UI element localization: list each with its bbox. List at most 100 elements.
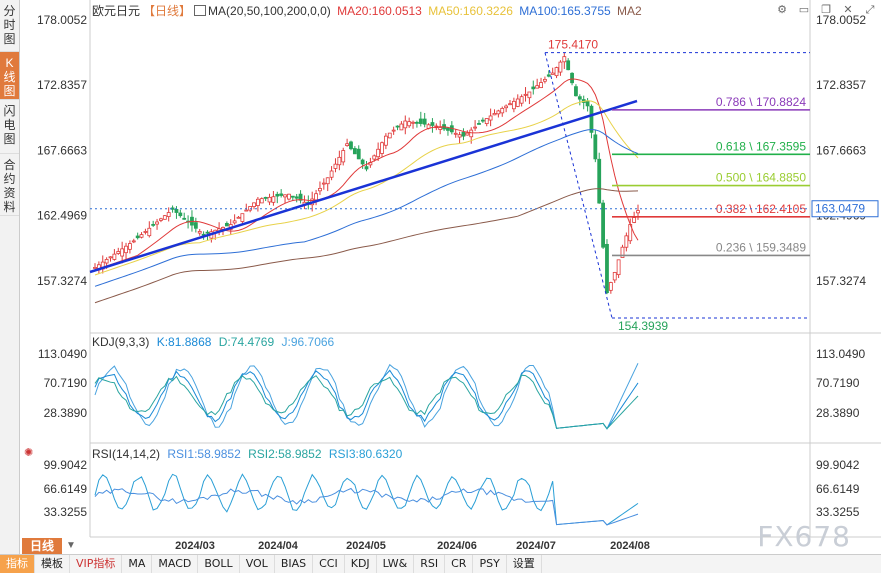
period-button[interactable]: 日线 (22, 538, 62, 554)
kdj-tick-left: 113.0490 (38, 347, 87, 361)
indicator-tab[interactable]: VOL (240, 555, 275, 573)
high-price-label: 175.4170 (548, 38, 598, 52)
candle-body (337, 156, 342, 166)
current-price-label: 163.0479 (815, 202, 865, 216)
indicator-tab[interactable]: VIP指标 (70, 555, 123, 573)
candle-body (360, 159, 365, 165)
x-tick-label: 2024/08 (610, 540, 650, 552)
ma200-line (94, 188, 639, 304)
candle-body (259, 198, 264, 204)
indicator-tab[interactable]: BIAS (275, 555, 314, 573)
candle-body (380, 142, 384, 154)
candle-body (523, 93, 528, 96)
candle-body (500, 107, 505, 114)
kdj-tick-right: 70.7190 (816, 376, 860, 390)
candle-body (535, 85, 540, 89)
candle-body (93, 266, 97, 269)
chevron-down-icon[interactable]: ▼ (66, 540, 76, 551)
rsi-tick-right: 99.9042 (816, 458, 860, 472)
x-tick-label: 2024/03 (175, 540, 215, 552)
tab-contract-info[interactable]: 合约资料 (0, 154, 19, 216)
indicator-tab[interactable]: 指标 (0, 555, 35, 573)
candle-body (143, 231, 148, 233)
candle-body (597, 158, 602, 204)
y-tick-label-right: 157.3274 (816, 274, 866, 288)
window-toolbar: ⚙ ▭ ❐ ✕ ⤢ (771, 0, 881, 20)
candle-body (585, 100, 590, 107)
candle-body (318, 188, 322, 192)
candle-body (527, 91, 532, 99)
candle-body (477, 123, 481, 125)
fib-level-label: 0.786 \ 170.8824 (716, 95, 806, 109)
candle-body (271, 196, 276, 203)
candle-body (415, 121, 419, 124)
candle-body (480, 119, 485, 122)
candle-body (112, 253, 117, 260)
candle-body (624, 235, 629, 248)
indicator-tab[interactable]: 模板 (35, 555, 70, 573)
tab-time-share[interactable]: 分时图 (0, 0, 19, 52)
candle-body (554, 67, 559, 77)
symbol-name: 欧元日元 (92, 4, 141, 18)
candle-body (473, 126, 478, 129)
indicator-tabbar: 指标 模板 VIP指标 MA MACD BOLL VOL BIAS CCI KDJ LW& RSI CR… (0, 554, 881, 573)
tab-time-share-label: 分时图 (3, 4, 16, 46)
restore-icon[interactable]: ❐ (821, 4, 831, 16)
candle-body (128, 243, 132, 250)
candle-body (244, 209, 249, 212)
indicator-tab[interactable]: LW& (377, 555, 415, 573)
fib-diagonal (544, 52, 613, 319)
y-tick-label-right: 167.6663 (816, 143, 866, 157)
candle-body (275, 193, 280, 197)
ma50-line (94, 100, 639, 276)
candle-body (550, 72, 555, 75)
indicator-tab[interactable]: RSI (414, 555, 446, 573)
indicator-tab[interactable]: CCI (313, 555, 345, 573)
settings-icon[interactable]: ⚙ (777, 4, 787, 16)
y-tick-label-left: 178.0052 (37, 13, 87, 27)
candle-body (236, 216, 241, 219)
candle-body (352, 148, 357, 155)
candle-body (492, 113, 497, 116)
candle-body (283, 194, 287, 198)
candle-body (120, 248, 125, 257)
candle-body (252, 202, 256, 207)
close-icon[interactable]: ✕ (843, 4, 853, 16)
indicator-tab[interactable]: 设置 (507, 555, 542, 573)
candle-body (438, 127, 443, 130)
candle-body (131, 240, 136, 243)
candle-body (562, 56, 567, 63)
candle-body (139, 234, 144, 238)
kdj-tick-left: 70.7190 (44, 376, 88, 390)
ma-icon[interactable] (194, 5, 207, 16)
tab-contract-info-label: 合约资料 (3, 158, 16, 214)
indicator-tab[interactable]: MACD (152, 555, 199, 573)
sun-icon[interactable]: ✺ (24, 447, 34, 459)
main-legend: 欧元日元 【日线】 MA(20,50,100,200,0,0) MA20:160.0… (92, 2, 645, 19)
indicator-tab[interactable]: BOLL (198, 555, 240, 573)
candle-body (232, 220, 237, 224)
fib-level-label: 0.500 \ 164.8850 (716, 171, 806, 185)
candle-body (504, 105, 509, 109)
x-tick-label: 2024/05 (346, 540, 386, 552)
indicator-tab[interactable]: KDJ (345, 555, 377, 573)
y-tick-label-left: 172.8357 (37, 78, 87, 92)
rsi1-value: RSI1:58.9852 (167, 447, 241, 461)
indicator-tab[interactable]: CR (445, 555, 474, 573)
candle-body (453, 132, 458, 135)
indicator-tab[interactable]: MA (122, 555, 153, 573)
kdj-title: KDJ(9,3,3) (92, 335, 150, 349)
tab-flash[interactable]: 闪电图 (0, 100, 19, 154)
indicator-tab[interactable]: PSY (473, 555, 507, 573)
ma50-value: MA50:160.3226 (428, 4, 513, 18)
tab-kline[interactable]: K线图 (0, 52, 19, 100)
candle-body (399, 123, 404, 131)
minimize-icon[interactable]: ▭ (798, 4, 810, 16)
candle-body (159, 218, 163, 221)
candle-body (166, 212, 171, 217)
candle-body (539, 82, 543, 89)
candle-body (395, 125, 400, 128)
candle-body (430, 122, 435, 126)
expand-icon[interactable]: ⤢ (865, 4, 875, 16)
